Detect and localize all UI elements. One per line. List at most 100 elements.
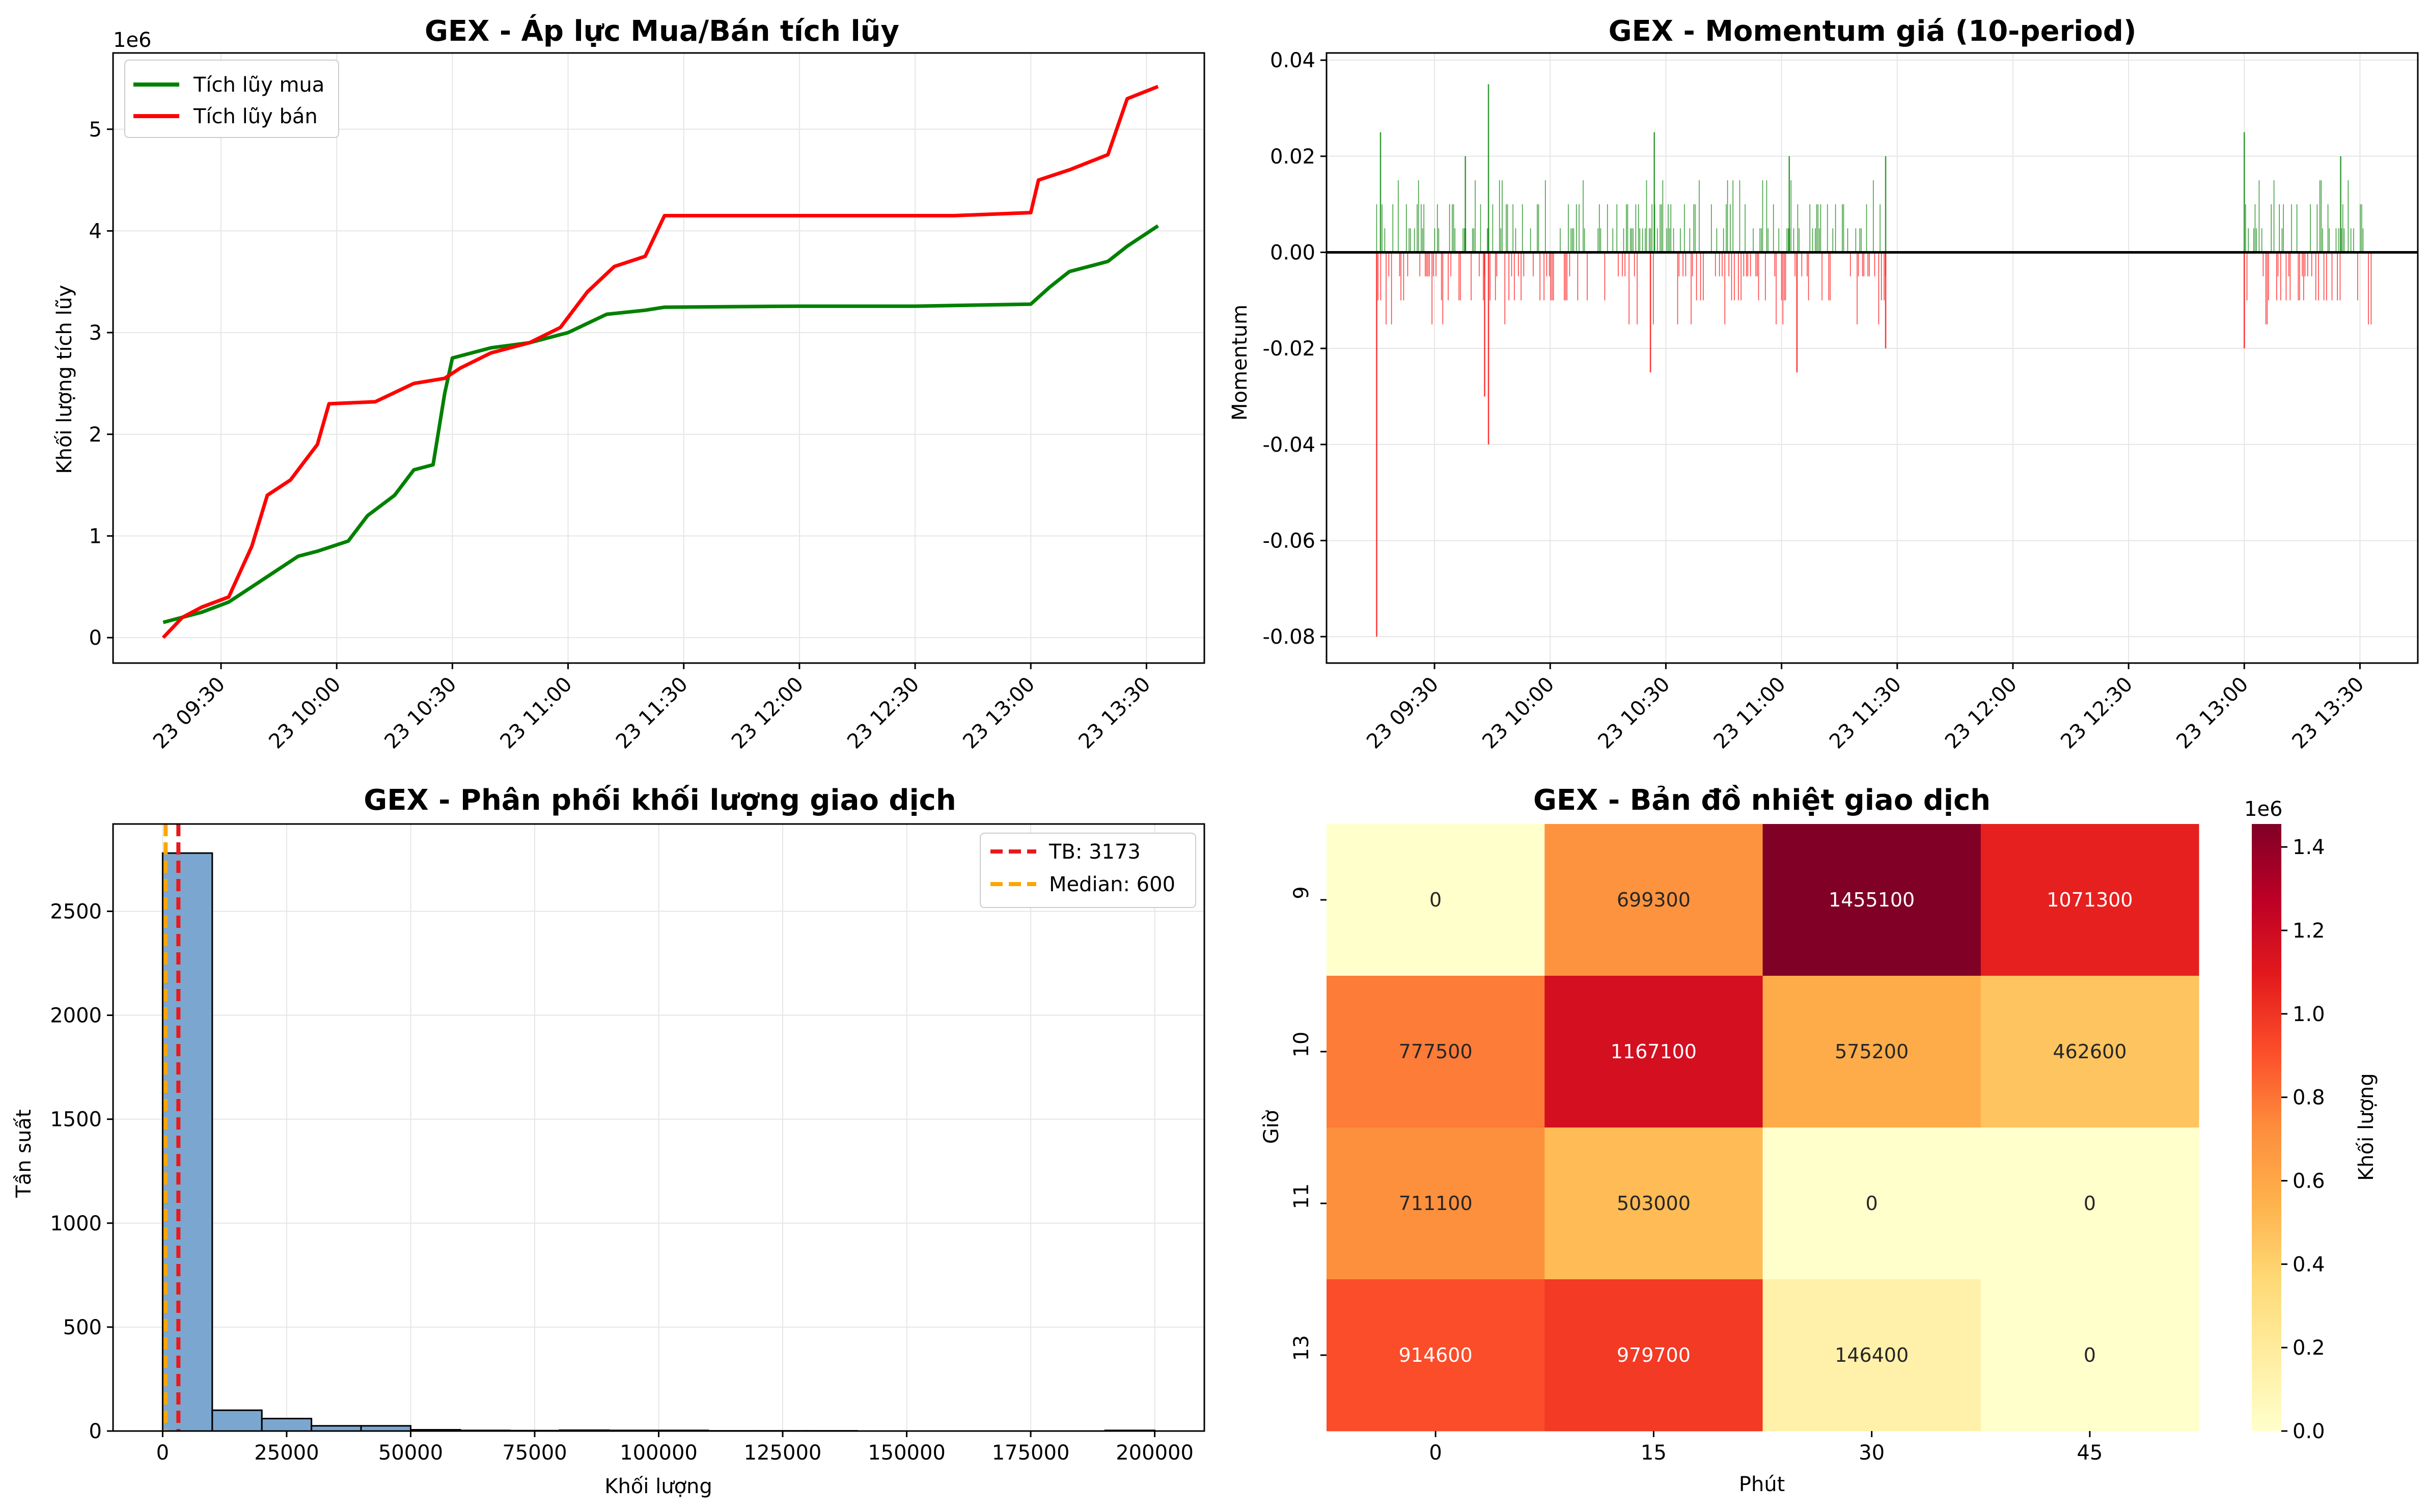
heatmap-cell: [1980, 976, 2199, 1128]
heatmap-cell: [1327, 976, 1545, 1128]
heatmap-colorbar: [2252, 824, 2281, 1431]
y-tick-label: 0: [89, 1420, 102, 1443]
heatmap-cell: [1327, 1279, 1545, 1432]
heatmap-cell-value: 1167100: [1611, 1040, 1697, 1063]
colorbar-tick-label: 1.0: [2293, 1003, 2325, 1026]
momentum-grid: [1327, 53, 2418, 663]
heatmap-colorbar-label: Khối lượng: [2355, 1073, 2378, 1181]
colorbar-tick-label: 1.2: [2293, 919, 2325, 943]
cumulative-pressure-chart: GEX - Áp lực Mua/Bán tích lũy 1e6 Khối l…: [53, 15, 1205, 754]
colorbar-tick-label: 0.0: [2293, 1420, 2325, 1443]
y-tick-label: 1: [89, 525, 102, 548]
heatmap-cell-value: 146400: [1835, 1344, 1909, 1366]
heatmap-cell: [1327, 824, 1545, 976]
x-tick-label: 23 13:30: [1074, 673, 1155, 754]
x-tick-label: 23 10:30: [380, 673, 461, 754]
histogram-bar: [311, 1425, 362, 1432]
y-tick-label: 500: [63, 1316, 102, 1339]
heatmap-cell-value: 575200: [1835, 1040, 1909, 1063]
histogram-chart-title: GEX - Phân phối khối lượng giao dịch: [364, 784, 956, 817]
y-tick-label: 0.04: [1270, 49, 1315, 72]
x-tick-label: 150000: [868, 1441, 946, 1465]
heatmap-y-ticks: 9 10 11 13: [1290, 886, 1327, 1361]
x-tick-label: 0: [1429, 1441, 1442, 1465]
x-tick-label: 23 12:00: [1941, 673, 2022, 754]
heatmap-cell: [1762, 1128, 1981, 1280]
colorbar-tick-label: 0.2: [2293, 1336, 2325, 1360]
x-tick-label: 23 11:30: [612, 673, 693, 754]
cumulative-x-ticks: 23 09:30 23 10:00 23 10:30 23 11:00 23 11:30…: [149, 663, 1155, 754]
histogram-plot-area: [161, 824, 1156, 1432]
y-tick-label: 4: [89, 219, 102, 243]
volume-histogram-chart: GEX - Phân phối khối lượng giao dịch Tần…: [12, 784, 1205, 1498]
histogram-grid: [113, 824, 1204, 1432]
y-tick-label: 2000: [50, 1004, 102, 1028]
heatmap-cell-value: 0: [1866, 1192, 1878, 1215]
legend-buy-label: Tích lũy mua: [193, 73, 324, 97]
x-tick-label: 15: [1641, 1441, 1667, 1465]
heatmap-cell-value: 1071300: [2047, 889, 2133, 911]
y-tick-label: 1000: [50, 1212, 102, 1235]
histogram-y-axis-label: Tần suất: [12, 1109, 36, 1198]
heatmap-cell: [1762, 824, 1981, 976]
y-tick-label: 10: [1290, 1032, 1313, 1058]
y-tick-label: 0.00: [1270, 241, 1315, 264]
heatmap-x-ticks: 0 15 30 45: [1429, 1431, 2103, 1465]
heatmap-cell: [1327, 1128, 1545, 1280]
momentum-chart-title: GEX - Momentum giá (10-period): [1609, 15, 2137, 48]
y-tick-label: 2500: [50, 900, 102, 923]
heatmap-cell: [1544, 976, 1763, 1128]
heatmap-cell: [1762, 976, 1981, 1128]
cumulative-y-axis-label: Khối lượng tích lũy: [53, 285, 76, 474]
cumulative-sci-label: 1e6: [113, 29, 152, 52]
trading-heatmap-chart: GEX - Bản đồ nhiệt giao dịch Giờ Phút 0 6…: [1260, 784, 2378, 1496]
x-tick-label: 23 09:30: [149, 673, 230, 754]
heatmap-cell-value: 914600: [1399, 1344, 1473, 1366]
heatmap-colorbar-sci-label: 1e6: [2244, 798, 2283, 821]
y-tick-label: 0: [89, 626, 102, 650]
x-tick-label: 45: [2077, 1441, 2103, 1465]
histogram-bar: [161, 852, 213, 1432]
heatmap-cell: [1544, 1128, 1763, 1280]
heatmap-cell-value: 462600: [2053, 1040, 2127, 1063]
heatmap-cell: [1980, 1279, 2199, 1432]
histogram-x-axis-label: Khối lượng: [604, 1475, 712, 1498]
momentum-axes-frame: [1326, 52, 2419, 664]
x-tick-label: 23 09:30: [1362, 673, 1443, 754]
momentum-x-ticks: 23 09:30 23 10:00 23 10:30 23 11:00 23 11:30…: [1362, 663, 2368, 754]
cumulative-y-ticks: 0 1 2 3 4 5: [89, 118, 113, 650]
cumulative-legend: Tích lũy mua Tích lũy bán: [124, 60, 339, 138]
histogram-y-ticks: 0 500 1000 1500 2000 2500: [50, 900, 113, 1443]
x-tick-label: 23 13:30: [2287, 673, 2368, 754]
y-tick-label: 0.02: [1270, 145, 1315, 169]
x-tick-label: 125000: [744, 1441, 822, 1465]
heatmap-cells: 0 699300 1455100 1071300 777500 1167100 575200…: [1327, 824, 2199, 1432]
x-tick-label: 23 10:30: [1593, 673, 1674, 754]
histogram-bar: [360, 1425, 411, 1432]
heatmap-cell: [1980, 824, 2199, 976]
heatmap-cell-value: 979700: [1617, 1344, 1691, 1366]
x-tick-label: 23 12:30: [2056, 673, 2137, 754]
heatmap-cell-value: 1455100: [1829, 889, 1915, 911]
heatmap-cell: [1544, 1279, 1763, 1432]
x-tick-label: 25000: [254, 1441, 319, 1465]
legend-sell-label: Tích lũy bán: [193, 105, 318, 128]
heatmap-y-axis-label: Giờ: [1260, 1110, 1283, 1144]
colorbar-tick-label: 0.6: [2293, 1169, 2325, 1193]
x-tick-label: 23 12:30: [843, 673, 924, 754]
x-tick-label: 30: [1859, 1441, 1885, 1465]
heatmap-cell: [1980, 1128, 2199, 1280]
cumulative-axes-frame: [112, 52, 1205, 664]
y-tick-label: 11: [1290, 1184, 1313, 1209]
x-tick-label: 75000: [502, 1441, 567, 1465]
histogram-x-ticks: 0 25000 50000 75000 100000 125000 150000 175000…: [156, 1431, 1194, 1465]
heatmap-cell-value: 711100: [1399, 1192, 1473, 1215]
momentum-plot-area: [1327, 84, 2418, 637]
y-tick-label: -0.08: [1263, 625, 1316, 649]
heatmap-cell-value: 0: [2084, 1344, 2096, 1366]
x-tick-label: 23 10:00: [264, 673, 345, 754]
y-tick-label: 9: [1290, 886, 1313, 899]
x-tick-label: 23 13:00: [958, 673, 1039, 754]
legend-median-label: Median: 600: [1049, 873, 1175, 896]
x-tick-label: 23 11:00: [496, 673, 577, 754]
